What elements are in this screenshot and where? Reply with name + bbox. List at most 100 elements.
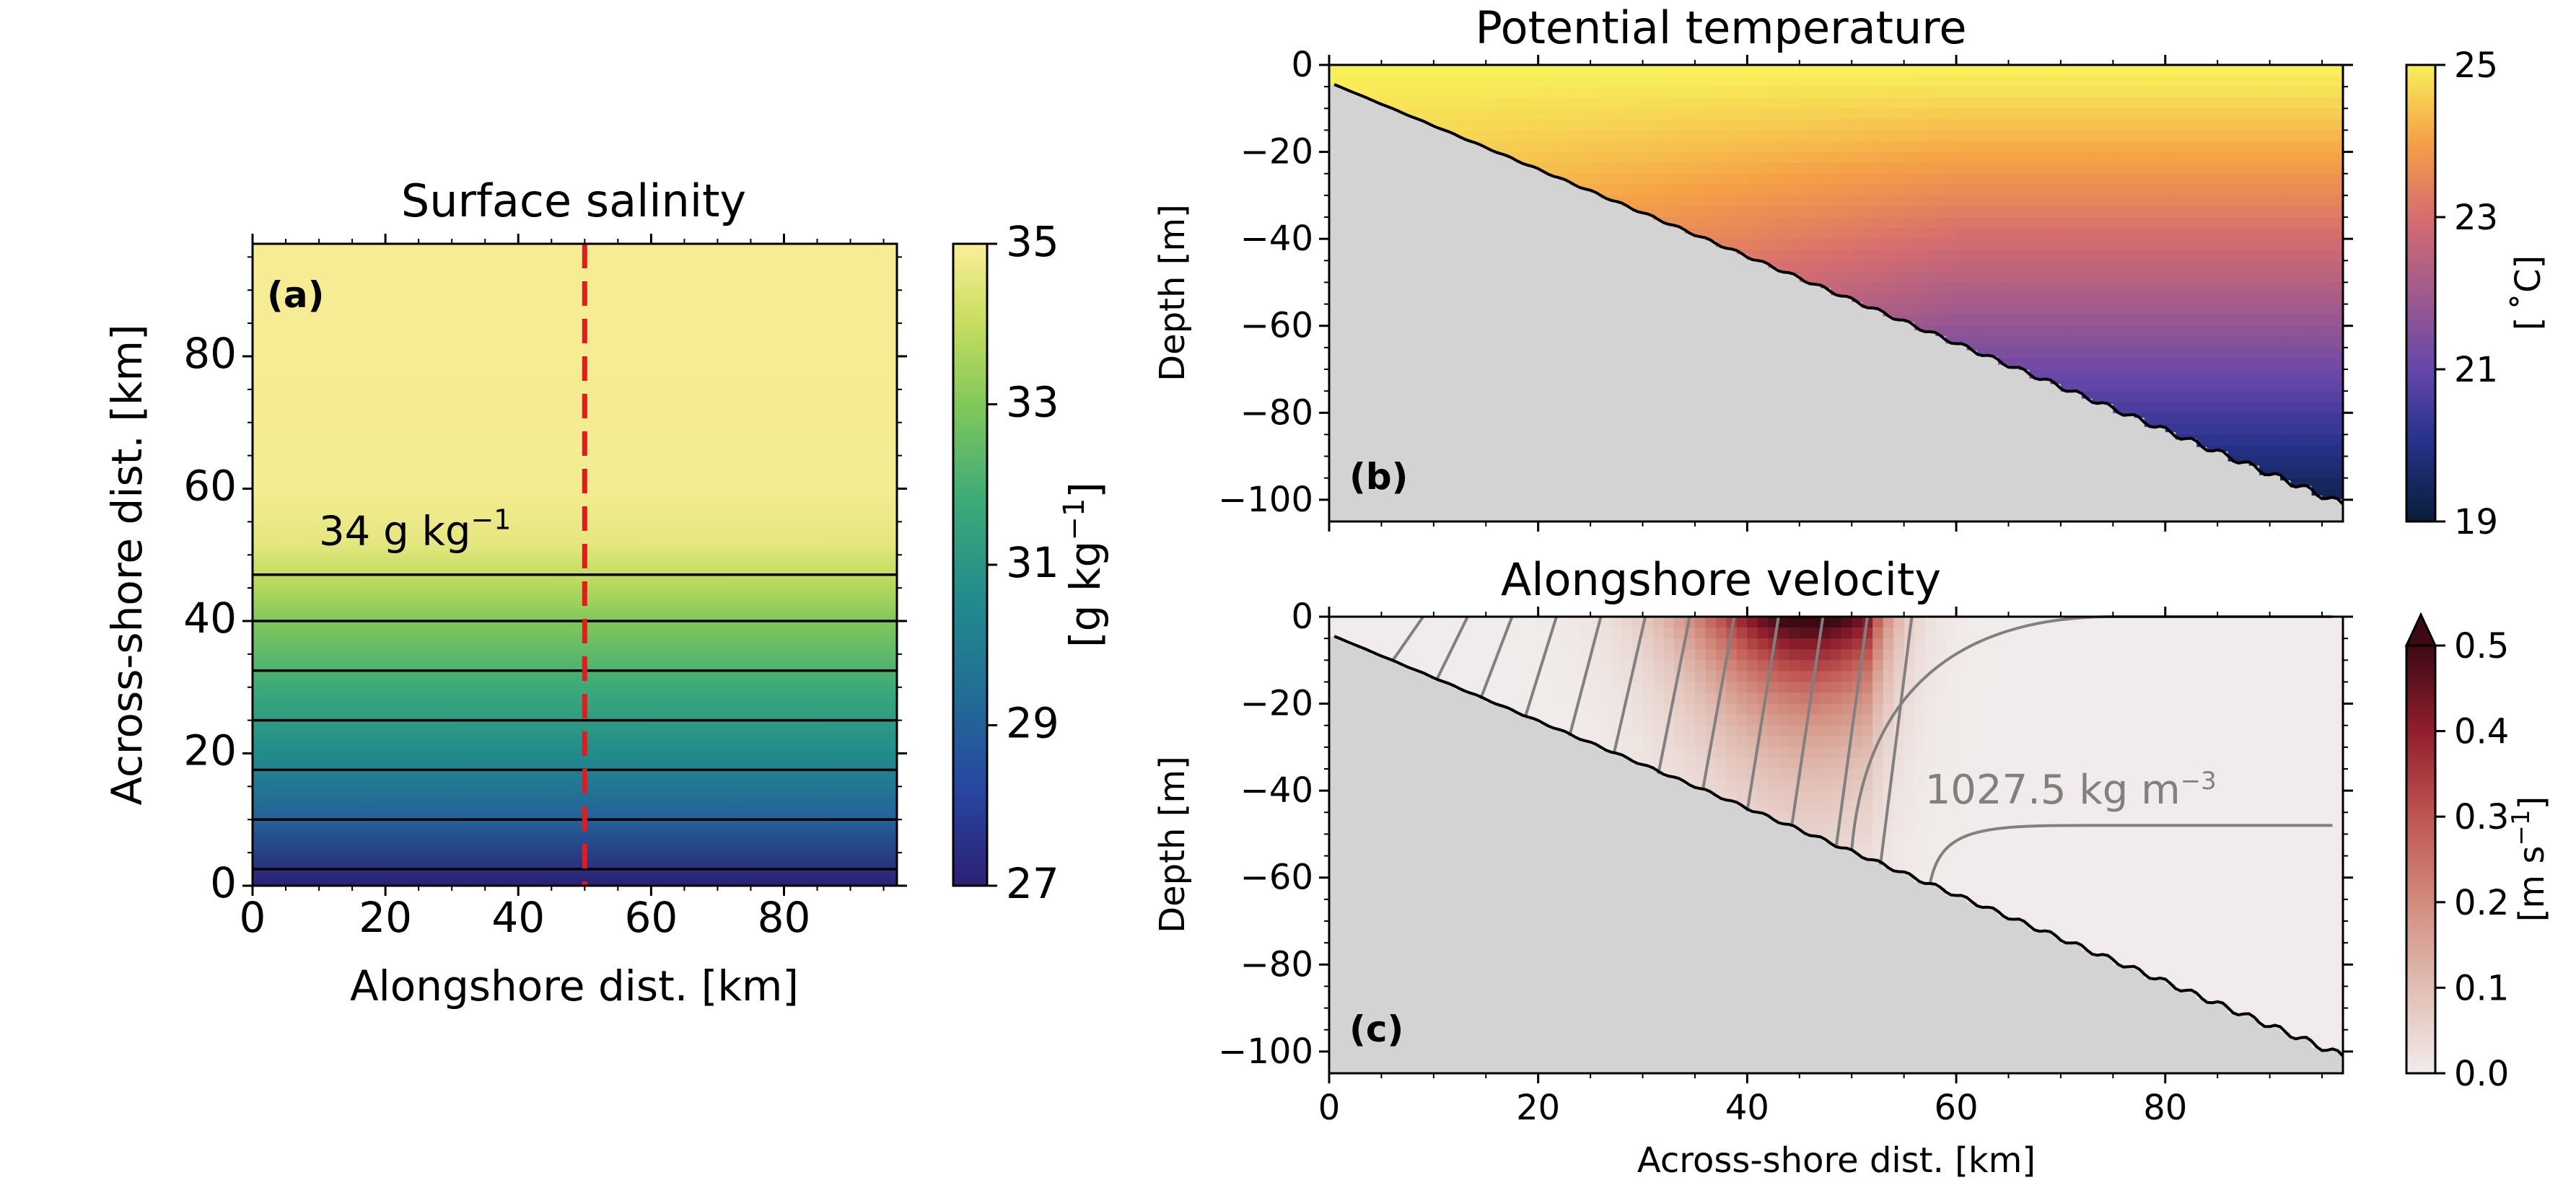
velocity-cell (2332, 682, 2344, 694)
velocity-cell (2290, 975, 2303, 987)
temperature-cell (1486, 97, 1497, 109)
velocity-cell (1872, 682, 1884, 694)
temperature-cell (2227, 445, 2240, 457)
velocity-cell (1736, 682, 1748, 694)
velocity-cell (1642, 628, 1655, 639)
temperature-cell (2238, 445, 2250, 457)
temperature-cell (2186, 423, 2198, 436)
temperature-cell (1872, 217, 1884, 229)
velocity-cell (2060, 921, 2072, 933)
temperature-cell (2248, 358, 2261, 370)
temperature-cell (2322, 184, 2334, 196)
temperature-cell (2050, 314, 2062, 327)
temperature-cell (2301, 314, 2313, 327)
temperature-cell (2301, 119, 2313, 131)
velocity-cell (1736, 617, 1748, 628)
temperature-cell (2008, 184, 2020, 196)
temperature-cell (2176, 65, 2187, 76)
temperature-cell (2290, 130, 2303, 142)
temperature-cell (1966, 217, 1979, 229)
temperature-cell (2144, 119, 2156, 131)
temperature-cell (1935, 206, 1947, 218)
temperature-cell (2248, 151, 2261, 164)
velocity-cell (2071, 834, 2082, 846)
temperature-cell (1517, 108, 1529, 120)
velocity-cell (2259, 671, 2271, 683)
temperature-cell (2238, 119, 2250, 131)
temperature-cell (2290, 369, 2303, 381)
density-contour-line (1612, 616, 1647, 754)
temperature-cell (2176, 260, 2187, 272)
velocity-cell (1966, 649, 1979, 661)
temperature-cell (1914, 76, 1926, 87)
temperature-cell (1924, 97, 1937, 109)
velocity-cell (2332, 801, 2344, 813)
velocity-cell (2248, 975, 2261, 987)
velocity-cell (1810, 747, 1821, 759)
temperature-cell (1736, 87, 1748, 98)
velocity-cell (1914, 638, 1926, 650)
temperature-cell (1998, 239, 2010, 250)
velocity-cell (1914, 791, 1926, 802)
temperature-cell (2081, 217, 2093, 229)
temperature-cell (1883, 119, 1895, 131)
temperature-cell (1893, 260, 1905, 272)
temperature-cell (2269, 304, 2282, 316)
velocity-cell (1684, 725, 1696, 737)
velocity-cell (2301, 638, 2313, 650)
velocity-cell (2113, 714, 2124, 726)
velocity-cell (1715, 725, 1727, 737)
velocity-cell (2196, 703, 2208, 716)
temperature-cell (1705, 119, 1717, 131)
velocity-cell (1632, 682, 1644, 694)
velocity-cell (2144, 855, 2156, 868)
temperature-cell (1736, 184, 1748, 196)
velocity-cell (2060, 714, 2072, 726)
temperature-cell (2092, 250, 2103, 261)
temperature-cell (1903, 108, 1916, 120)
velocity-cell (2311, 910, 2323, 922)
velocity-cell (1935, 747, 1947, 759)
velocity-cell (1705, 628, 1717, 639)
temperature-cell (1768, 151, 1779, 164)
temperature-cell (2050, 195, 2062, 207)
velocity-cell (2301, 943, 2313, 954)
velocity-cell (1903, 703, 1916, 716)
temperature-cell (2123, 293, 2135, 305)
temperature-cell (2134, 358, 2145, 370)
temperature-cell (2227, 239, 2240, 250)
temperature-cell (2039, 271, 2051, 283)
temperature-cell (1454, 65, 1466, 76)
temperature-cell (1872, 206, 1884, 218)
temperature-cell (2071, 304, 2082, 316)
temperature-cell (1757, 195, 1769, 207)
bathymetry-line-c (1333, 635, 2344, 1057)
velocity-cell (2301, 1008, 2313, 1020)
colorbar-c-tick-label: 0.1 (2454, 968, 2509, 1008)
velocity-cell (1600, 736, 1613, 748)
temperature-cell (1768, 184, 1779, 196)
velocity-cell (2322, 986, 2334, 998)
velocity-cell (1778, 714, 1790, 726)
velocity-cell (1789, 747, 1800, 759)
colorbar-b-tick-label: 19 (2454, 502, 2498, 542)
velocity-cell (1966, 801, 1979, 813)
temperature-cell (1632, 97, 1644, 109)
temperature-cell (1705, 151, 1717, 164)
temperature-cell (2134, 304, 2145, 316)
temperature-cell (2269, 250, 2282, 261)
temperature-cell (2322, 250, 2334, 261)
temperature-cell (2290, 325, 2303, 338)
velocity-cell (1977, 692, 1989, 705)
velocity-cell (1862, 855, 1874, 860)
temperature-cell (2322, 402, 2334, 413)
velocity-cell (2039, 910, 2051, 922)
temperature-cell (1726, 97, 1738, 109)
velocity-cell (1914, 725, 1926, 737)
temperature-cell (2113, 336, 2124, 348)
velocity-cell (2144, 791, 2156, 802)
velocity-cell (1778, 801, 1790, 813)
temperature-cell (1528, 65, 1539, 76)
temperature-cell (1883, 184, 1895, 196)
temperature-cell (1862, 304, 1874, 309)
